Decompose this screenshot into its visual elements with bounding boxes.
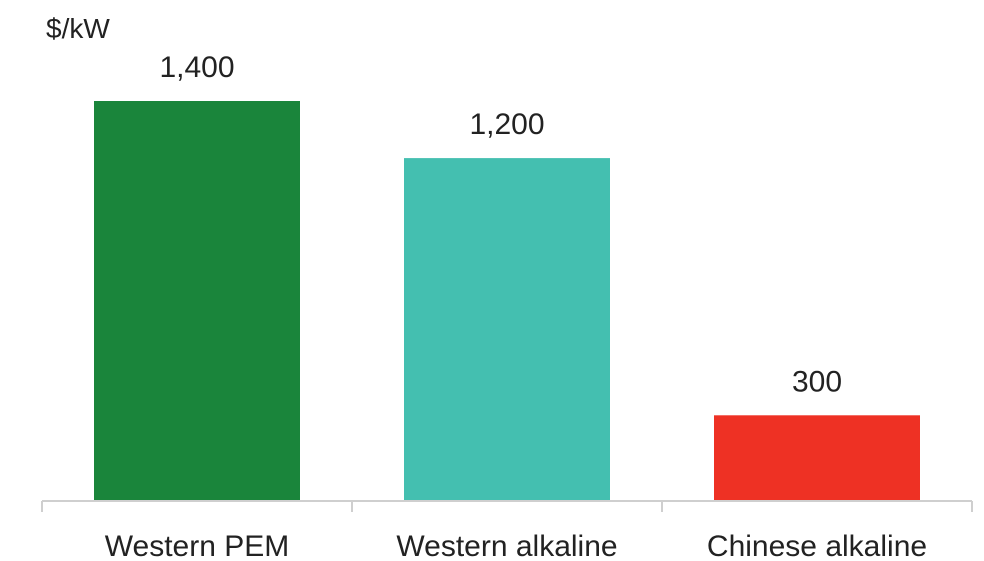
data-label: 1,400 [159, 51, 234, 84]
x-tick-label: Chinese alkaline [707, 530, 927, 561]
y-axis-unit-label: $/kW [46, 13, 110, 44]
x-tick-label: Western alkaline [396, 530, 617, 561]
bar-western-pem [94, 101, 300, 501]
bar-chinese-alkaline [714, 415, 920, 501]
x-tick-label: Western PEM [105, 530, 290, 561]
data-label: 1,200 [469, 108, 544, 141]
labels-layer: 1,400 Western PEM 1,200 Western alkaline 300… [105, 51, 927, 561]
data-label: 300 [792, 365, 842, 398]
bar-western-alkaline [404, 158, 610, 501]
x-axis [41, 500, 973, 512]
bars-layer [94, 101, 920, 501]
